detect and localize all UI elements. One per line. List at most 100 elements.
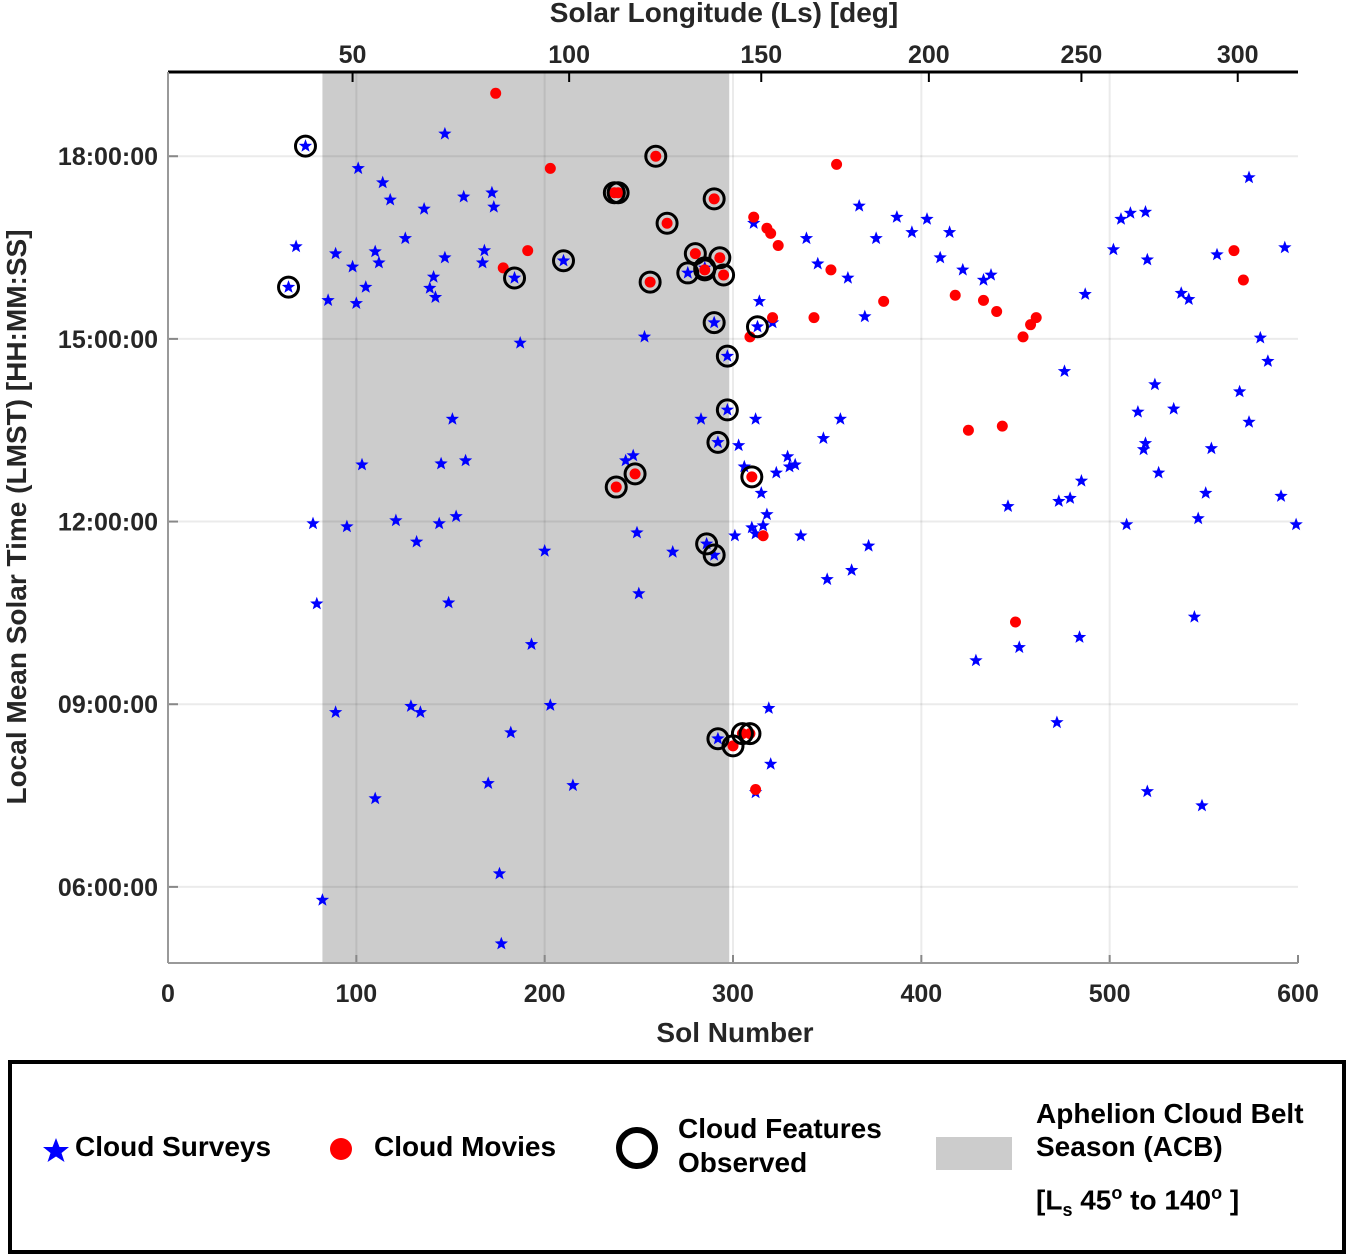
cloud-survey-point (811, 256, 825, 270)
cloud-feature-marker (702, 311, 726, 335)
cloud-survey-point (389, 513, 403, 527)
axes (167, 70, 1299, 964)
cloud-feature-marker (644, 144, 668, 168)
cloud-survey-point (1274, 489, 1288, 502)
cloud-survey-point (383, 192, 397, 206)
cloud-survey-point (1174, 286, 1188, 299)
cloud-movie-point (962, 424, 974, 436)
cloud-survey-point (816, 431, 831, 444)
cloud-survey-point (409, 534, 424, 548)
cloud-feature-marker (715, 344, 739, 368)
cloud-survey-point (1063, 491, 1077, 504)
cloud-survey-point (745, 520, 759, 534)
cloud-survey-point (1012, 640, 1026, 654)
cloud-survey-point (1289, 517, 1303, 531)
cloud-survey-point (760, 507, 774, 521)
cloud-survey-point (345, 259, 360, 273)
cloud-movie-point (831, 158, 843, 170)
y-tick-label: 06:00:00 (58, 874, 158, 902)
cloud-movie-point (629, 468, 641, 480)
cloud-survey-point (720, 349, 734, 362)
cloud-survey-point (782, 459, 797, 473)
cloud-survey-point (1242, 170, 1256, 184)
cloud-feature-marker (638, 270, 662, 294)
cloud-movie-point (878, 295, 890, 307)
cloud-feature-marker (552, 249, 575, 273)
cloud-survey-point (289, 239, 303, 253)
cloud-survey-point (1182, 292, 1196, 305)
cloud-survey-point (281, 280, 296, 293)
cloud-survey-point (681, 265, 695, 279)
cloud-survey-point (748, 526, 763, 540)
cloud-survey-point (507, 271, 522, 284)
cloud-movie-point (977, 294, 989, 306)
acb-shaded-region (322, 72, 730, 963)
cloud-survey-point (711, 435, 725, 449)
cloud-survey-point (349, 296, 363, 309)
acb-end: ] (1222, 1184, 1240, 1216)
cloud-survey-point (449, 509, 463, 523)
cloud-survey-point (841, 271, 855, 284)
cloud-survey-point (1106, 242, 1121, 256)
cloud-survey-point (1001, 499, 1015, 512)
cloud-survey-point (1123, 206, 1137, 219)
cloud-survey-point (1140, 252, 1154, 266)
cloud-movie-point (689, 248, 701, 260)
cloud-survey-point (1187, 610, 1202, 623)
cloud-survey-point (737, 459, 751, 473)
cloud-survey-point (492, 866, 507, 880)
cloud-survey-point (432, 516, 446, 530)
cloud-movie-point (610, 481, 622, 493)
legend-acb-line3: [Ls 45o to 140o ] (1036, 1176, 1239, 1227)
cloud-survey-point (487, 200, 501, 213)
cloud-survey-point (413, 705, 427, 718)
cloud-survey-point (769, 465, 783, 479)
cloud-survey-point (728, 528, 742, 542)
x-tick-label: 500 (1089, 980, 1131, 1008)
cloud-feature-marker (293, 134, 317, 158)
data-points (277, 87, 1303, 950)
cloud-survey-point (1210, 247, 1224, 261)
top-tick-label: 100 (548, 41, 590, 69)
cloud-movie-point (727, 740, 739, 752)
cloud-movie-point (490, 87, 502, 99)
cloud-survey-point (566, 778, 580, 792)
cloud-survey-point (404, 699, 418, 712)
cloud-survey-point (820, 572, 834, 586)
cloud-survey-point (920, 212, 934, 225)
gridlines (168, 72, 1298, 963)
cloud-movie-point (750, 783, 762, 795)
cloud-feature-marker (708, 246, 732, 270)
cloud-survey-point (428, 290, 443, 303)
cloud-survey-point (799, 231, 814, 245)
top-tick-label: 300 (1217, 41, 1259, 69)
cloud-movie-point (661, 217, 673, 229)
cloud-movie-point (708, 193, 720, 205)
cloud-survey-point (321, 293, 335, 306)
cloud-survey-point (869, 231, 883, 245)
cloud-survey-point (619, 453, 633, 467)
cloud-survey-point (754, 486, 768, 499)
cloud-movie-point (825, 264, 837, 276)
cloud-survey-point (310, 596, 324, 610)
cloud-movie-point (991, 305, 1003, 317)
cloud-survey-point (329, 705, 343, 718)
cloud-feature-marker (606, 181, 630, 205)
cloud-survey-point (707, 315, 721, 329)
legend-surveys: Cloud Surveys (75, 1131, 272, 1162)
cloud-survey-point (750, 319, 765, 333)
y-axis-label: Local Mean Solar Time (LMST) [HH:MM:SS] (1, 229, 32, 804)
acb-sub: s (1062, 1199, 1073, 1220)
cloud-survey-point (984, 268, 998, 281)
legend-features-line2: Observed (678, 1147, 808, 1178)
cloud-survey-point (1242, 415, 1256, 428)
cloud-survey-point (423, 281, 437, 294)
cloud-survey-point (781, 449, 795, 463)
y-tick-label: 12:00:00 (58, 509, 158, 537)
x-tick-label: 100 (335, 980, 377, 1008)
cloud-feature-marker (706, 430, 730, 454)
cloud-survey-point (485, 185, 499, 199)
cloud-survey-point (306, 516, 320, 530)
cloud-survey-point (1072, 630, 1087, 643)
cloud-movie-point (544, 162, 556, 174)
